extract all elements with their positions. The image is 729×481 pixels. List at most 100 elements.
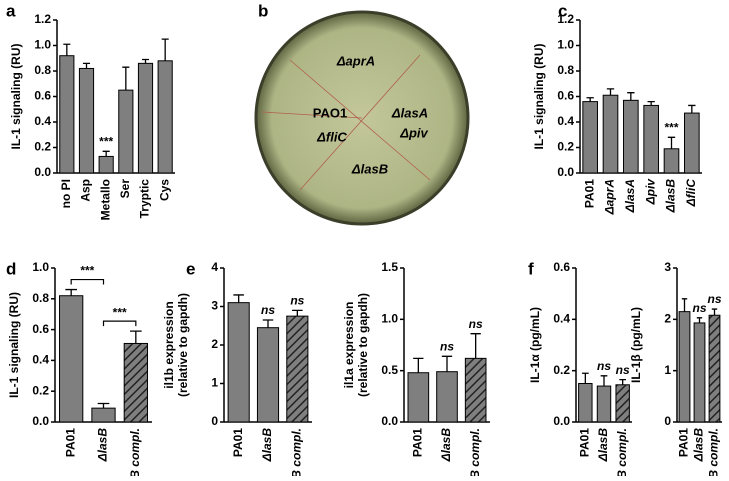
plate-label: ΔlasA — [391, 105, 428, 120]
bar — [59, 55, 75, 174]
y-tick-label: 1.2 — [34, 12, 51, 26]
error-bar — [711, 308, 718, 316]
bar — [464, 357, 487, 423]
y-tick-label: 0.6 — [557, 89, 574, 103]
x-tick-label: ΔlasB compl. — [707, 428, 721, 476]
error-bar — [141, 58, 150, 64]
error-bar — [627, 92, 635, 101]
x-tick-label: PA01 — [578, 428, 592, 457]
panel-letter: c — [558, 1, 567, 20]
y-tick-label: 1.2 — [557, 12, 574, 26]
x-tick-label: ΔlasB — [96, 428, 110, 463]
error-bar — [233, 294, 244, 303]
panel-letter: f — [528, 259, 534, 278]
x-tick-label: Tryptic — [138, 179, 152, 219]
x-tick-label: Asp — [79, 179, 93, 202]
bar — [623, 99, 639, 174]
y-tick-label: 0.2 — [34, 140, 51, 154]
significance: ns — [597, 359, 611, 373]
plate-label: ΔfliC — [316, 129, 347, 144]
error-bar — [441, 355, 453, 372]
x-tick-label: ΔlasB compl. — [290, 428, 304, 476]
error-bar — [696, 317, 703, 323]
panel-letter: a — [6, 1, 16, 20]
x-tick-label: ΔlasB — [596, 428, 610, 463]
y-tick-label: 3 — [664, 260, 671, 274]
bar — [78, 67, 95, 174]
plate-label: Δpiv — [399, 125, 428, 140]
plate-lines — [261, 54, 431, 191]
error-bar — [688, 104, 696, 114]
significance: ns — [261, 303, 275, 317]
x-tick-label: ΔlasB — [664, 179, 678, 214]
bar — [407, 372, 430, 423]
y-tick-label: 1.5 — [381, 260, 398, 274]
y-tick-label: 0.4 — [34, 114, 51, 128]
x-tick-label: Cys — [157, 179, 171, 201]
y-tick-label: 3 — [211, 299, 218, 313]
bar — [602, 94, 619, 174]
error-bar — [581, 372, 589, 384]
error-bar — [97, 402, 110, 409]
x-tick-label: Metallo — [98, 179, 112, 220]
comparison-label: *** — [80, 264, 94, 278]
bar — [663, 148, 680, 174]
error-bar — [262, 319, 274, 328]
significance: ns — [440, 339, 454, 353]
y-axis-label: IL-1 signaling (RU) — [532, 44, 546, 150]
y-tick-label: 0.2 — [557, 140, 574, 154]
panel-letter: b — [258, 1, 268, 20]
bar — [118, 89, 134, 174]
bar — [59, 295, 84, 423]
error-bar — [413, 357, 424, 373]
y-tick-label: 1.0 — [381, 312, 398, 326]
bar — [615, 384, 630, 423]
y-tick-label: 0.6 — [553, 260, 570, 274]
significance: ns — [290, 294, 304, 308]
error-bar — [82, 62, 91, 69]
y-tick-label: 0.0 — [34, 165, 51, 179]
error-bar — [667, 136, 676, 149]
panel-letter: d — [6, 259, 16, 278]
error-bar — [647, 100, 655, 106]
x-tick-label: no PI — [59, 179, 73, 208]
significance: ns — [707, 292, 721, 306]
x-tick-label: ΔaprA — [603, 179, 617, 215]
comparison-label: *** — [113, 305, 127, 319]
x-tick-label: ΔlasB compl. — [128, 428, 142, 476]
significance: ns — [616, 363, 630, 377]
y-axis-label: (relative to gapdh) — [356, 293, 370, 397]
bar — [227, 302, 250, 423]
y-tick-label: 0.6 — [32, 322, 49, 336]
y-axis-label: IL-1β (pg/mL) — [629, 307, 643, 383]
y-tick-label: 0.0 — [553, 414, 570, 428]
y-tick-label: 1 — [211, 376, 218, 390]
y-tick-label: 1.0 — [34, 38, 51, 52]
error-bar — [470, 333, 481, 359]
y-tick-label: 1 — [664, 363, 671, 377]
error-bar — [65, 288, 77, 296]
x-tick-label: PA01 — [582, 179, 596, 208]
y-tick-label: 0.8 — [32, 291, 49, 305]
bar — [123, 342, 148, 423]
error-bar — [63, 43, 71, 56]
y-axis-label: il1b expression — [162, 301, 176, 388]
x-tick-label: PA01 — [677, 428, 691, 457]
y-tick-label: 0.0 — [557, 165, 574, 179]
y-tick-label: 0.2 — [553, 363, 570, 377]
x-tick-label: PA01 — [231, 428, 245, 457]
error-bar — [130, 330, 142, 344]
y-axis-label: il1a expression — [342, 302, 356, 389]
bar — [693, 322, 706, 423]
y-tick-label: 2 — [211, 337, 218, 351]
x-tick-label: Ser — [118, 179, 132, 199]
y-tick-label: 1.0 — [557, 38, 574, 52]
error-bar — [681, 298, 688, 312]
plate-label: ΔlasB — [351, 161, 388, 176]
error-bar — [122, 66, 130, 91]
x-tick-label: ΔlasA — [623, 179, 637, 213]
y-tick-label: 2 — [664, 312, 671, 326]
x-tick-label: Δpiv — [643, 178, 657, 206]
y-tick-label: 1.0 — [32, 260, 49, 274]
comparison-bracket — [102, 320, 137, 327]
